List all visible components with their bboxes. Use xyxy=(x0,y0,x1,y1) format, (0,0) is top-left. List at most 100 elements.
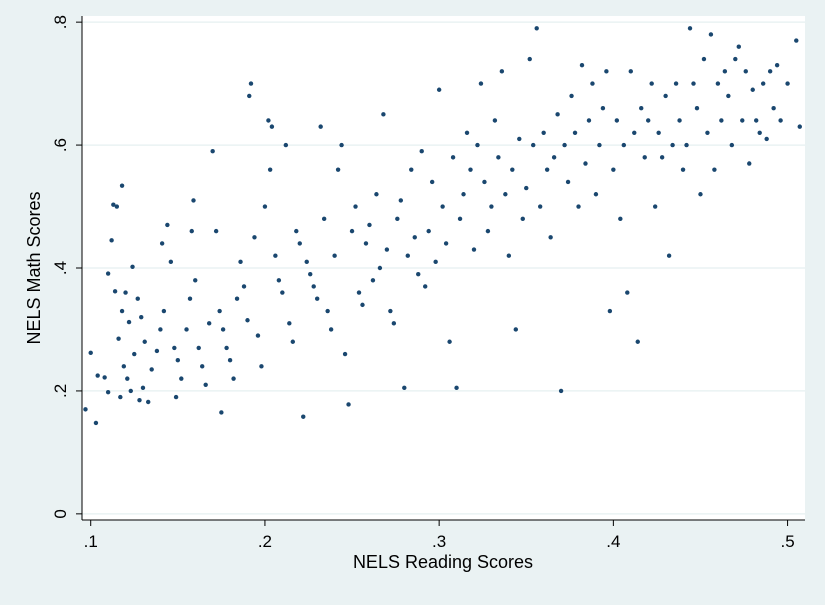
data-point xyxy=(132,351,137,357)
data-point xyxy=(314,296,320,301)
data-point xyxy=(128,388,133,394)
data-point xyxy=(548,235,553,240)
data-point xyxy=(656,130,661,135)
data-point xyxy=(649,81,654,86)
data-point xyxy=(339,142,344,148)
y-tick-label: .4 xyxy=(51,261,70,275)
data-point xyxy=(513,327,518,332)
data-point xyxy=(140,385,146,391)
data-point xyxy=(119,183,125,188)
data-point xyxy=(280,290,285,295)
data-point xyxy=(642,155,647,160)
data-point xyxy=(593,192,599,197)
data-point xyxy=(111,202,116,207)
data-point xyxy=(88,350,93,356)
data-point xyxy=(499,69,505,74)
data-point xyxy=(377,265,383,271)
data-point xyxy=(503,192,508,197)
data-point xyxy=(632,130,637,135)
data-point xyxy=(297,241,302,246)
data-point xyxy=(179,376,184,381)
data-point xyxy=(247,93,252,99)
data-point xyxy=(175,357,181,363)
data-point xyxy=(360,302,365,308)
data-point xyxy=(670,142,675,148)
data-point xyxy=(137,397,142,403)
data-point xyxy=(342,351,348,357)
data-point xyxy=(767,69,773,74)
data-point xyxy=(121,364,127,369)
data-point xyxy=(785,81,790,86)
data-point xyxy=(537,204,543,209)
data-point xyxy=(506,253,512,258)
data-point xyxy=(541,130,546,135)
data-point xyxy=(443,241,449,246)
data-point xyxy=(301,414,306,419)
data-point xyxy=(565,179,571,185)
data-point xyxy=(245,318,250,323)
data-point xyxy=(161,308,167,314)
data-point xyxy=(172,345,177,351)
y-tick-label: .6 xyxy=(51,138,70,152)
data-point xyxy=(663,93,668,99)
data-point xyxy=(187,296,193,301)
data-point xyxy=(771,105,776,111)
data-point xyxy=(618,216,623,222)
data-point xyxy=(747,161,752,166)
data-point xyxy=(590,81,595,86)
data-point xyxy=(722,69,728,74)
data-point xyxy=(114,204,120,209)
data-point xyxy=(191,198,196,203)
data-point xyxy=(621,142,627,148)
data-point xyxy=(797,124,802,129)
data-point xyxy=(461,192,466,197)
data-point xyxy=(93,420,99,426)
data-point xyxy=(105,389,111,395)
data-point xyxy=(440,204,445,209)
data-point xyxy=(125,376,130,381)
data-point xyxy=(544,167,550,172)
data-point xyxy=(219,410,224,415)
data-point xyxy=(267,167,273,172)
data-point xyxy=(398,198,404,203)
data-point xyxy=(405,253,410,258)
data-point xyxy=(142,339,147,344)
data-point xyxy=(381,112,386,117)
x-tick-label: .3 xyxy=(432,532,446,551)
data-point xyxy=(321,216,327,222)
data-point xyxy=(346,402,351,407)
data-point xyxy=(200,364,205,369)
data-point xyxy=(159,241,165,246)
data-point xyxy=(426,228,431,234)
data-point xyxy=(597,142,602,148)
data-point xyxy=(189,228,194,234)
data-point xyxy=(715,81,721,86)
data-point xyxy=(635,339,640,344)
data-point xyxy=(527,56,532,62)
data-point xyxy=(489,204,494,209)
data-point xyxy=(259,364,264,369)
data-point xyxy=(705,130,710,135)
data-point xyxy=(220,327,226,332)
data-point xyxy=(332,253,337,258)
x-axis-label: NELS Reading Scores xyxy=(353,552,533,572)
data-point xyxy=(116,336,121,341)
data-point xyxy=(391,321,397,326)
data-point xyxy=(252,235,257,240)
data-point xyxy=(304,259,309,265)
data-point xyxy=(794,38,799,43)
data-point xyxy=(555,112,560,117)
data-point xyxy=(135,296,140,301)
data-point xyxy=(423,284,428,289)
data-point xyxy=(740,118,745,123)
data-point xyxy=(109,238,114,243)
data-point xyxy=(283,142,289,148)
data-point xyxy=(217,308,222,314)
data-point xyxy=(419,149,424,154)
data-point xyxy=(478,81,484,86)
data-point xyxy=(210,149,215,154)
data-point xyxy=(266,118,271,123)
data-point xyxy=(374,192,379,197)
data-point xyxy=(213,228,219,234)
